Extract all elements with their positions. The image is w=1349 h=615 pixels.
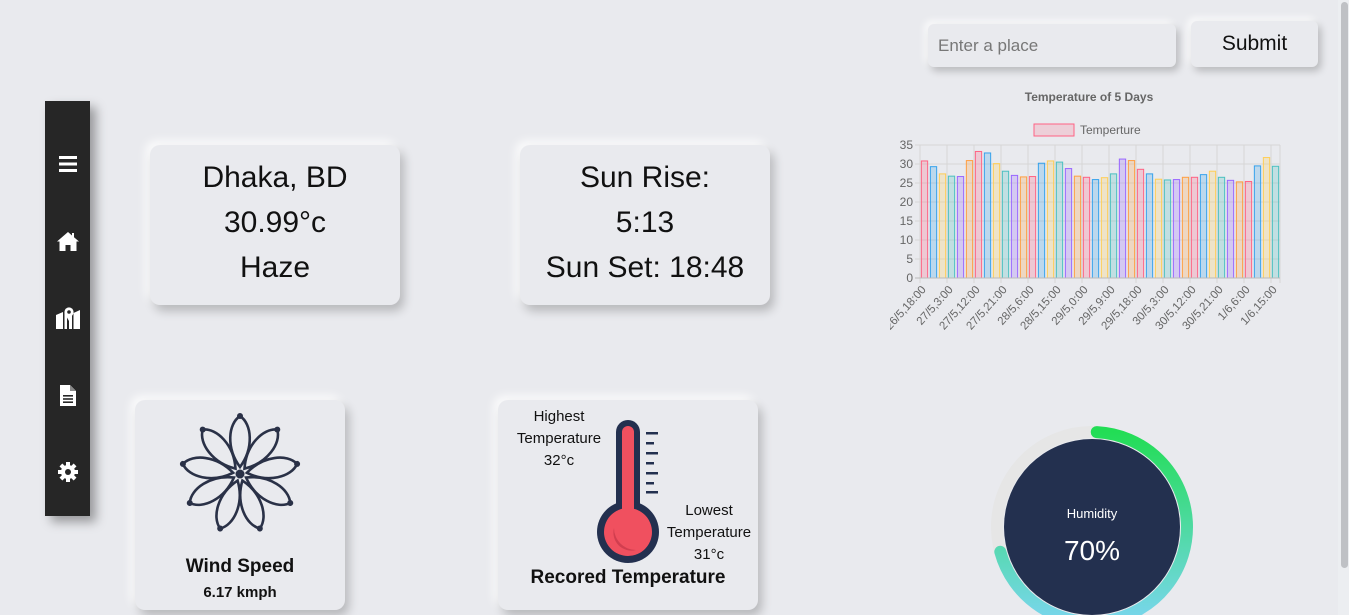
recorded-temperature-title: Recored Temperature xyxy=(530,567,726,588)
chart-bar xyxy=(1100,177,1109,279)
chart-bar xyxy=(1244,180,1253,279)
highest-label-line1: Highest xyxy=(533,408,585,425)
humidity-label: Humidity xyxy=(1067,506,1118,521)
hamburger-menu-icon xyxy=(58,156,77,172)
chart-bar xyxy=(1082,176,1091,279)
sunrise-time: 5:13 xyxy=(615,206,675,239)
sidebar xyxy=(45,101,90,516)
y-tick-label: 30 xyxy=(900,157,914,171)
humidity-value: 70% xyxy=(1064,535,1120,566)
chart-bar xyxy=(983,152,992,279)
current-weather-card: Dhaka, BD 30.99°c Haze xyxy=(150,145,400,305)
chart-bar xyxy=(1163,179,1172,279)
y-tick-label: 20 xyxy=(900,195,914,209)
submit-button[interactable]: Submit xyxy=(1191,21,1318,67)
recorded-temperature-card: Highest Temperature 32°c Lowest Temperat… xyxy=(498,400,758,610)
chart-bar xyxy=(938,173,947,279)
chart-title: Temperature of 5 Days xyxy=(1025,90,1154,104)
chart-bar xyxy=(1154,178,1163,279)
weather-condition: Haze xyxy=(239,251,311,284)
chart-bar xyxy=(1235,181,1244,279)
map-icon xyxy=(55,307,80,329)
chart-bar xyxy=(1136,168,1145,279)
current-temperature: 30.99°c xyxy=(223,206,327,239)
y-tick-label: 0 xyxy=(906,271,913,285)
legend-label: Temperture xyxy=(1080,123,1141,137)
chart-bar xyxy=(1262,157,1271,279)
y-tick-label: 5 xyxy=(906,252,913,266)
humidity-inner-circle xyxy=(1004,439,1180,615)
chart-bar xyxy=(1199,174,1208,279)
chart-bar xyxy=(1028,176,1037,279)
map-button[interactable] xyxy=(45,298,90,338)
lowest-value: 31°c xyxy=(693,546,725,563)
document-button[interactable] xyxy=(45,375,90,415)
thermometer-icon xyxy=(597,420,659,563)
menu-button[interactable] xyxy=(45,144,90,184)
chart-bar xyxy=(1055,161,1064,279)
chart-bar xyxy=(1046,160,1055,279)
sunset-text: Sun Set: 18:48 xyxy=(545,251,745,284)
lowest-temperature: Lowest Temperature 31°c xyxy=(660,500,758,566)
wind-speed-card: Wind Speed 6.17 kmph xyxy=(135,400,345,610)
chart-bar xyxy=(1019,176,1028,279)
highest-value: 32°c xyxy=(543,452,575,469)
document-icon xyxy=(59,384,76,406)
home-button[interactable] xyxy=(45,221,90,261)
chart-bar xyxy=(1190,176,1199,279)
page-scrollbar-thumb[interactable] xyxy=(1341,2,1348,568)
chart-bar xyxy=(1145,173,1154,279)
humidity-gauge: Humidity 70% xyxy=(991,426,1193,615)
chart-bar xyxy=(1118,158,1127,279)
y-tick-label: 25 xyxy=(900,176,914,190)
sun-times-card: Sun Rise: 5:13 Sun Set: 18:48 xyxy=(520,145,770,305)
chart-bar xyxy=(1271,165,1280,279)
chart-bar xyxy=(1010,174,1019,279)
chart-bar xyxy=(929,166,938,279)
settings-button[interactable] xyxy=(45,452,90,492)
wind-speed-title: Wind Speed xyxy=(185,556,295,577)
chart-bar xyxy=(947,175,956,279)
wind-speed-value: 6.17 kmph xyxy=(203,584,277,601)
temperature-bar-chart: Temperature of 5 Days Temperture 0 5 10 15 20 2… xyxy=(890,90,1281,332)
city-name: Dhaka, BD xyxy=(202,161,348,194)
legend-swatch xyxy=(1033,123,1075,137)
chart-bar xyxy=(965,160,974,279)
chart-bar xyxy=(1037,162,1046,279)
chart-bar xyxy=(1073,175,1082,279)
chart-bar xyxy=(1091,179,1100,279)
chart-bar xyxy=(1253,165,1262,279)
sunrise-label: Sun Rise: xyxy=(579,161,711,194)
chart-bar xyxy=(1109,173,1118,279)
chart-bar xyxy=(1226,179,1235,279)
y-tick-label: 15 xyxy=(900,214,914,228)
chart-bar xyxy=(974,150,983,279)
windmill-flower-icon xyxy=(179,413,301,532)
chart-bar xyxy=(992,163,1001,279)
chart-bar xyxy=(1208,170,1217,279)
y-tick-label: 10 xyxy=(900,233,914,247)
chart-bar xyxy=(1001,170,1010,279)
humidity-arc xyxy=(994,426,1193,615)
chart-bar xyxy=(920,160,929,279)
chart-bar xyxy=(1217,176,1226,279)
home-icon xyxy=(56,231,79,251)
place-search-input[interactable] xyxy=(928,24,1176,67)
chart-bar xyxy=(1172,179,1181,279)
chart-bar xyxy=(1181,176,1190,279)
chart-bar xyxy=(956,176,965,279)
highest-label-line2: Temperature xyxy=(516,430,602,447)
chart-bar xyxy=(1064,168,1073,279)
lowest-label-line1: Lowest xyxy=(685,502,733,519)
y-tick-label: 35 xyxy=(900,138,914,152)
highest-temperature: Highest Temperature 32°c xyxy=(508,406,610,472)
lowest-label-line2: Temperature xyxy=(666,524,752,541)
gear-icon xyxy=(57,462,78,482)
chart-bar xyxy=(1127,160,1136,279)
